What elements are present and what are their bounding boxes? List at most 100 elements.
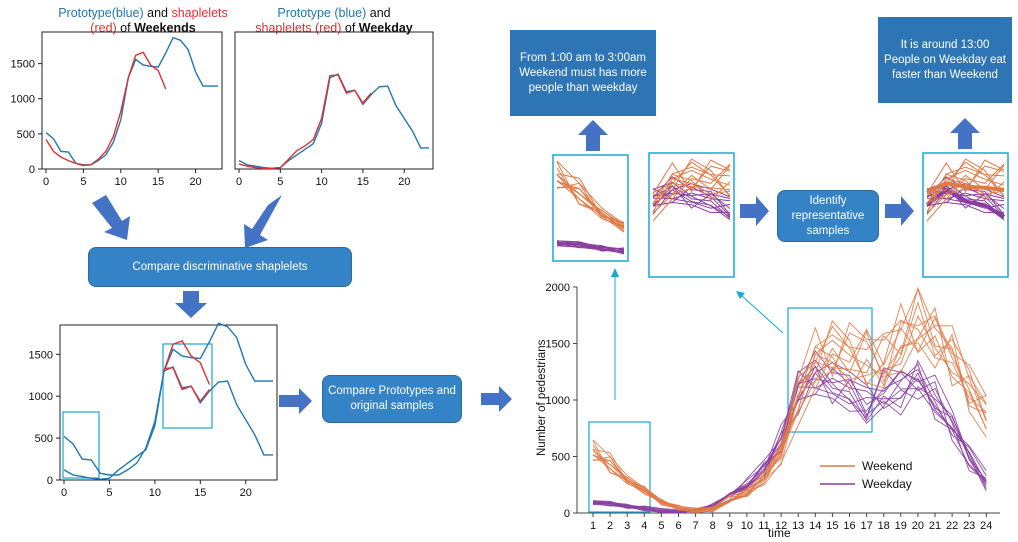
identify-samples-box: Identify representative samples [777, 190, 879, 242]
weekday-insight-box: It is around 13:00 People on Weekday eat… [878, 17, 1012, 103]
x-tick-label: 14 [809, 520, 821, 532]
y-tick-label: 2000 [546, 282, 570, 294]
x-tick-label: 20 [912, 520, 924, 532]
x-tick-label: 2 [607, 520, 613, 532]
legend-weekend-label: Weekend [862, 459, 912, 473]
y-tick-label: 1000 [546, 395, 570, 407]
weekday-thumb-line [926, 185, 1005, 209]
x-tick-label: 23 [963, 520, 975, 532]
weekday-sample-line [592, 368, 987, 513]
weekday-thumb-line [926, 197, 1005, 209]
x-tick-label: 0 [43, 176, 49, 188]
weekday-thumb-line [926, 188, 1005, 202]
y-tick-label: 1500 [11, 59, 35, 71]
shapelet-line [163, 340, 211, 385]
title-of-text: of [341, 21, 359, 35]
arrow-down-left [244, 195, 282, 248]
weekends-chart: 0 5 10 15 20 0 500 1000 1500 [11, 31, 223, 188]
y-tick-label: 1500 [546, 339, 570, 351]
early-hours-highlight-box [588, 421, 651, 513]
connector-arrow-head [736, 291, 745, 299]
weekend-thumb-line [652, 163, 731, 222]
thumbnail-frame [922, 152, 1009, 278]
x-tick-label: 5 [277, 176, 283, 188]
arrow-up [578, 120, 608, 151]
x-tick-label: 20 [189, 176, 201, 188]
x-tick-label: 5 [106, 487, 112, 499]
x-tick-label: 24 [980, 520, 992, 532]
x-tick-label: 5 [658, 520, 664, 532]
y-tick-label: 500 [17, 129, 35, 141]
weekend-thumb-line [652, 158, 731, 198]
legend-weekday-label: Weekday [862, 477, 912, 491]
arrow-down-right [92, 195, 130, 240]
x-tick-label: 15 [357, 176, 369, 188]
x-tick-label: 16 [843, 520, 855, 532]
arrow-right [740, 196, 769, 226]
x-tick-label: 4 [641, 520, 647, 532]
title-of-text: of [116, 21, 135, 35]
weekend-thumb-line [926, 163, 1005, 222]
combined-chart: 0 5 10 15 20 0 500 1000 1500 [29, 322, 278, 499]
weekend-thumb-line [556, 181, 625, 229]
arrow-right [279, 388, 312, 414]
thumbnail-representative [922, 152, 1009, 278]
connector-arrow-diagonal [741, 295, 784, 334]
chart-legend: Weekend Weekday [820, 459, 912, 491]
weekend-thumb-line [556, 161, 625, 228]
x-tick-label: 7 [693, 520, 699, 532]
y-tick-label: 1000 [29, 391, 53, 403]
title-shapelets-text: shaplelets [171, 6, 228, 20]
x-tick-label: 6 [675, 520, 681, 532]
weekday-thumb-line [556, 240, 625, 250]
y-tick-label: 1500 [29, 349, 53, 361]
x-tick-label: 15 [152, 176, 164, 188]
x-tick-label: 10 [115, 176, 127, 188]
x-tick-label: 13 [792, 520, 804, 532]
chart-frame [59, 324, 278, 481]
shapelet-line [238, 74, 372, 170]
connector-arrows [611, 268, 784, 400]
prototype-line [63, 365, 273, 480]
x-tick-label: 10 [315, 176, 327, 188]
title-prototype-text: Prototype (blue) [277, 6, 367, 20]
weekend-thumb-line [556, 173, 625, 224]
x-tick-label: 18 [878, 520, 890, 532]
weekday-thumb-line [556, 244, 625, 253]
y-tick-label: 0 [47, 475, 53, 487]
shapelet-line [45, 51, 167, 167]
weekday-thumb-line [652, 189, 731, 218]
weekday-sample-line [592, 369, 987, 514]
x-tick-label: 11 [758, 520, 769, 532]
flow-arrows [92, 118, 980, 414]
y-tick-label: 500 [552, 452, 570, 464]
weekend-thumb-line [926, 181, 1005, 195]
x-tick-label: 9 [727, 520, 733, 532]
weekday-sample-line [592, 365, 987, 514]
y-tick-label: 0 [564, 508, 570, 520]
weekend-thumb-line [652, 178, 731, 212]
weekday-chart: 0 5 10 15 20 [234, 31, 434, 188]
x-axis-title: time [768, 526, 791, 540]
weekday-thumb-line [652, 185, 731, 209]
connector-arrow-head [611, 268, 619, 277]
weekend-thumb-line [926, 178, 1005, 212]
weekend-thumb-line [652, 165, 731, 203]
arrow-down [175, 291, 207, 318]
title-and-text: and [143, 6, 172, 20]
weekend-thumb-line [926, 173, 1005, 205]
weekend-insight-box: From 1:00 am to 3:00am Weekend must has … [510, 30, 656, 116]
arrow-right [481, 386, 512, 412]
title-prototype-text: Prototype(blue) [58, 6, 144, 20]
midday-highlight-box [787, 307, 873, 433]
x-tick-label: 10 [149, 487, 161, 499]
weekday-sample-line [592, 370, 987, 512]
x-tick-label: 12 [775, 520, 787, 532]
x-tick-label: 20 [398, 176, 410, 188]
weekday-sample-line [592, 359, 987, 514]
weekend-thumb-line [556, 182, 625, 225]
x-tick-label: 15 [826, 520, 838, 532]
x-tick-label: 17 [860, 520, 872, 532]
compare-shapelets-box: Compare discriminative shaplelets [88, 247, 352, 287]
